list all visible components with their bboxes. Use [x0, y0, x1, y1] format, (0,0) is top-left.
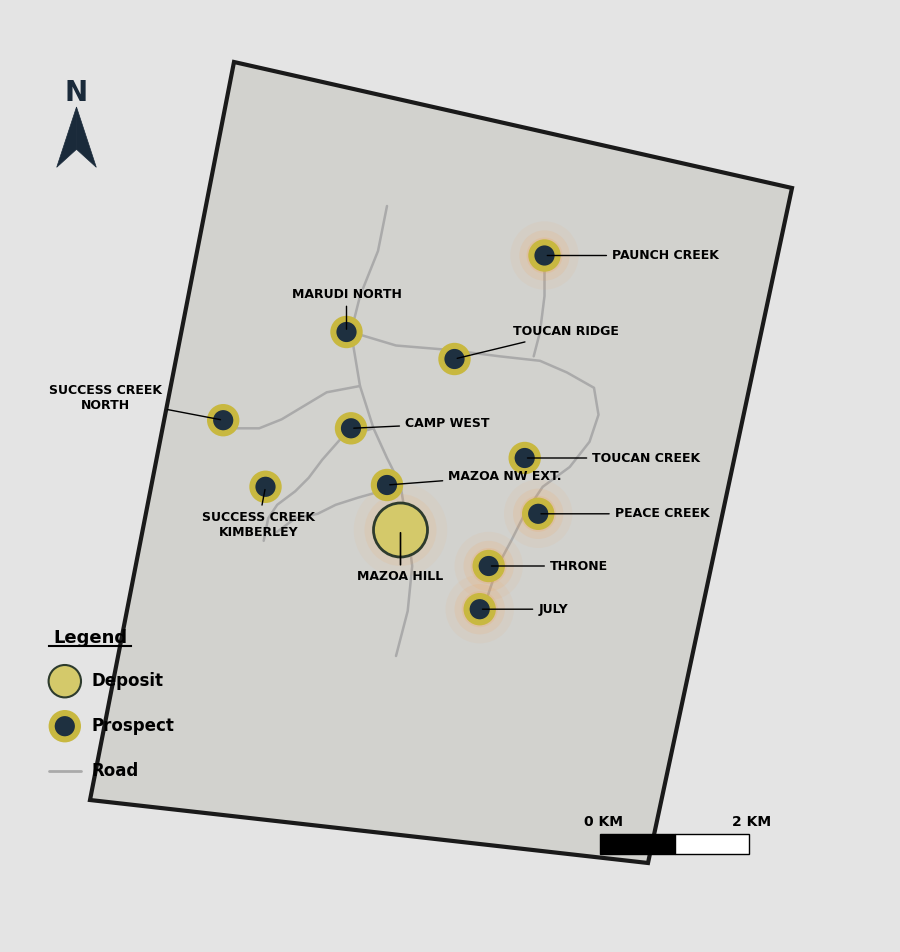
Circle shape	[522, 498, 554, 530]
Circle shape	[376, 474, 398, 496]
Circle shape	[446, 575, 514, 644]
Circle shape	[526, 237, 562, 273]
Circle shape	[340, 418, 362, 439]
Circle shape	[438, 343, 471, 375]
Text: MAZOA NW EXT.: MAZOA NW EXT.	[390, 469, 562, 485]
Circle shape	[54, 715, 76, 737]
Circle shape	[504, 480, 572, 548]
Polygon shape	[76, 107, 96, 168]
Text: MAZOA HILL: MAZOA HILL	[357, 533, 444, 584]
Text: Deposit: Deposit	[92, 672, 164, 690]
Circle shape	[528, 239, 561, 271]
Circle shape	[514, 447, 536, 468]
Polygon shape	[57, 107, 76, 168]
Circle shape	[527, 503, 549, 525]
Circle shape	[510, 221, 579, 289]
Circle shape	[454, 584, 505, 634]
Circle shape	[249, 470, 282, 503]
Circle shape	[454, 532, 523, 600]
Circle shape	[364, 494, 436, 566]
Circle shape	[336, 321, 357, 343]
Circle shape	[49, 665, 81, 698]
Text: SUCCESS CREEK
NORTH: SUCCESS CREEK NORTH	[49, 384, 220, 420]
Circle shape	[513, 488, 563, 539]
Circle shape	[354, 484, 447, 577]
Circle shape	[471, 548, 507, 584]
Text: PEACE CREEK: PEACE CREEK	[541, 507, 709, 521]
Text: N: N	[65, 80, 88, 108]
Text: THRONE: THRONE	[491, 560, 608, 572]
Text: 0 KM: 0 KM	[583, 815, 623, 828]
Circle shape	[478, 555, 500, 577]
Text: MARUDI NORTH: MARUDI NORTH	[292, 288, 401, 329]
Circle shape	[49, 710, 81, 743]
Circle shape	[207, 404, 239, 436]
Circle shape	[374, 503, 428, 557]
Circle shape	[444, 348, 465, 369]
Text: Road: Road	[92, 763, 140, 781]
Text: Prospect: Prospect	[92, 717, 175, 735]
Text: TOUCAN RIDGE: TOUCAN RIDGE	[457, 326, 619, 358]
Circle shape	[519, 230, 570, 281]
Circle shape	[255, 476, 276, 498]
Text: CAMP WEST: CAMP WEST	[354, 417, 490, 430]
Bar	[675, 834, 749, 854]
Circle shape	[330, 316, 363, 348]
Polygon shape	[90, 62, 792, 863]
Circle shape	[534, 245, 555, 267]
Circle shape	[469, 599, 491, 620]
Circle shape	[371, 468, 403, 501]
Circle shape	[462, 591, 498, 627]
Bar	[600, 834, 675, 854]
Text: JULY: JULY	[482, 603, 568, 616]
Text: SUCCESS CREEK
KIMBERLEY: SUCCESS CREEK KIMBERLEY	[202, 489, 315, 539]
Text: PAUNCH CREEK: PAUNCH CREEK	[547, 249, 719, 262]
Circle shape	[508, 442, 541, 474]
Circle shape	[335, 412, 367, 445]
Circle shape	[464, 541, 514, 591]
Text: 2 KM: 2 KM	[732, 815, 771, 828]
Circle shape	[520, 496, 556, 532]
Text: TOUCAN CREEK: TOUCAN CREEK	[527, 451, 700, 465]
Circle shape	[212, 409, 234, 431]
Circle shape	[464, 593, 496, 625]
Text: Legend: Legend	[53, 629, 127, 647]
Circle shape	[374, 503, 428, 557]
Circle shape	[472, 550, 505, 583]
